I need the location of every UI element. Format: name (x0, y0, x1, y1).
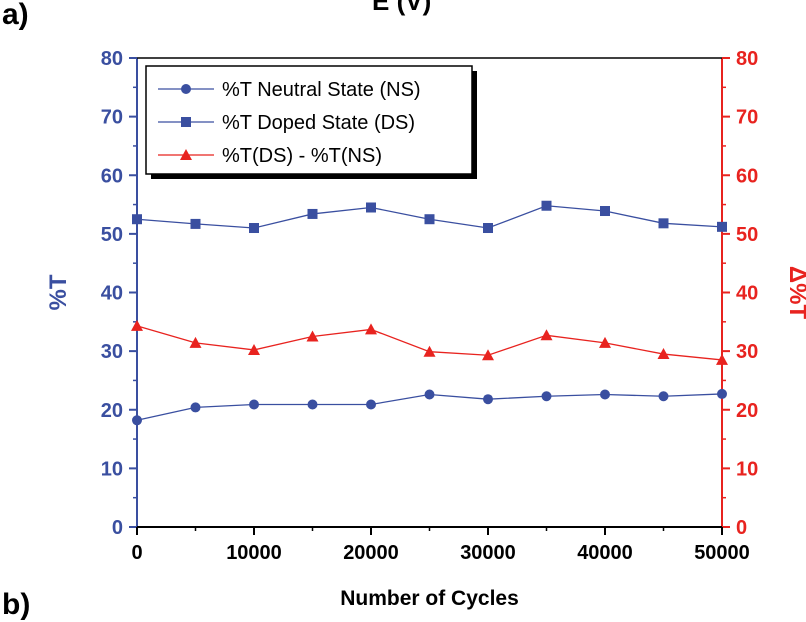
left-tick-label: 40 (101, 283, 123, 305)
data-point-2 (540, 329, 553, 341)
right-tick-label: 40 (736, 283, 758, 305)
x-tick-label: 10000 (226, 542, 282, 564)
data-point-2 (482, 349, 494, 361)
left-tick-label: 80 (101, 48, 123, 70)
data-point-0 (307, 399, 318, 410)
right-tick-label: 0 (736, 517, 747, 539)
right-tick-label: 50 (736, 224, 758, 246)
data-point-0 (658, 391, 669, 402)
data-point-2 (248, 343, 260, 355)
data-point-1 (190, 218, 201, 229)
data-point-1 (132, 214, 142, 225)
left-tick-label: 70 (101, 107, 123, 129)
data-point-0 (600, 389, 610, 400)
left-tick-label: 0 (112, 517, 123, 539)
x-tick-label: 30000 (460, 542, 516, 564)
data-point-0 (132, 415, 142, 426)
data-point-0 (541, 391, 552, 402)
x-tick-label: 20000 (343, 542, 399, 564)
right-tick-label: 80 (736, 48, 758, 70)
data-point-1 (307, 208, 318, 219)
x-tick-label: 40000 (577, 542, 633, 564)
right-tick-label: 20 (736, 400, 758, 422)
data-point-1 (541, 200, 552, 211)
left-tick-label: 60 (101, 165, 123, 187)
data-point-1 (424, 214, 435, 225)
legend-marker (181, 84, 191, 94)
data-point-2 (423, 345, 436, 357)
legend-label: %T(DS) - %T(NS) (222, 145, 382, 167)
x-tick-label: 50000 (694, 542, 750, 564)
legend-box (145, 65, 473, 175)
right-tick-label: 30 (736, 341, 758, 363)
data-point-1 (483, 223, 493, 234)
data-point-2 (599, 336, 611, 348)
data-point-2 (131, 319, 143, 331)
left-tick-label: 20 (101, 400, 123, 422)
data-point-2 (365, 323, 377, 335)
right-axis-title: Δ%T (784, 266, 806, 320)
left-tick-label: 30 (101, 341, 123, 363)
legend-marker (180, 149, 192, 160)
data-point-2 (189, 336, 202, 348)
data-point-1 (249, 223, 259, 234)
data-point-1 (658, 218, 669, 229)
right-tick-label: 60 (736, 165, 758, 187)
data-point-1 (366, 202, 376, 213)
panel-label-a: a) (2, 0, 29, 31)
data-point-0 (424, 389, 435, 400)
x-axis-title: Number of Cycles (340, 587, 519, 610)
right-tick-label: 10 (736, 458, 758, 480)
legend-group: %T Neutral State (NS) %T Doped State (DS)… (145, 65, 477, 179)
data-point-0 (190, 402, 201, 413)
left-tick-label: 10 (101, 458, 123, 480)
data-point-0 (366, 399, 376, 410)
data-point-2 (657, 348, 670, 360)
data-point-0 (249, 399, 259, 410)
legend-label: %T Neutral State (NS) (222, 79, 421, 101)
series-group (131, 200, 728, 426)
left-axis-title: %T (45, 274, 72, 310)
x-tick-label: 0 (131, 542, 142, 564)
right-tick-label: 70 (736, 107, 758, 129)
left-tick-label: 50 (101, 224, 123, 246)
legend-label: %T Doped State (DS) (222, 112, 415, 134)
data-point-0 (717, 388, 727, 399)
legend-marker (181, 117, 191, 127)
data-point-0 (483, 394, 493, 405)
data-point-1 (600, 206, 610, 217)
data-point-2 (306, 330, 319, 342)
data-point-1 (717, 221, 727, 232)
data-point-2 (716, 353, 728, 365)
clipped-axis-label: E (V) (372, 0, 432, 16)
